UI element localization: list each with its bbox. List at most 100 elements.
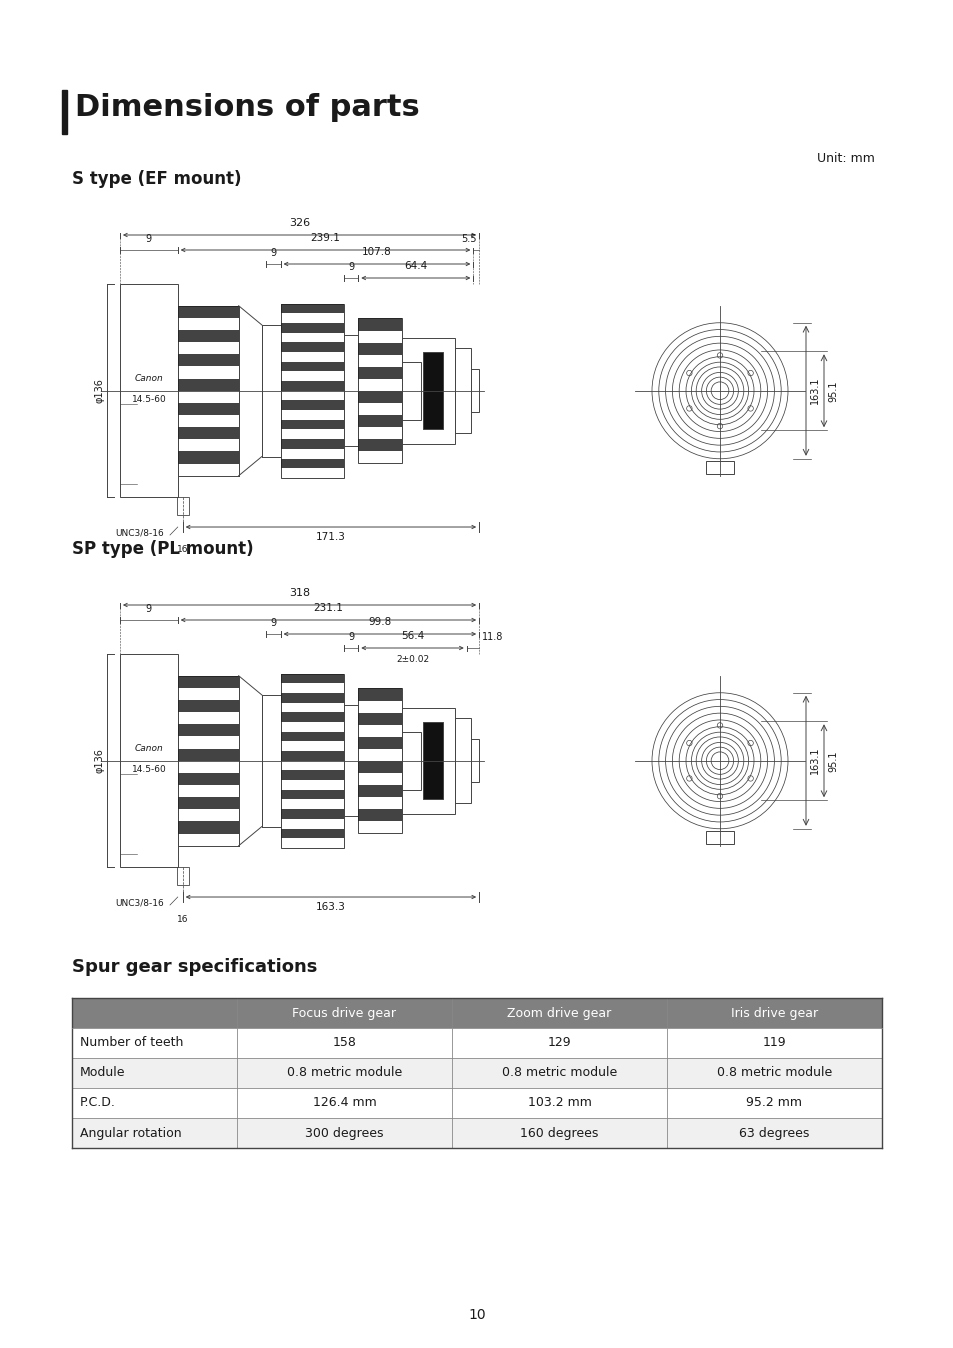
Text: 16: 16 xyxy=(177,545,189,554)
Text: P.C.D.: P.C.D. xyxy=(80,1096,115,1109)
Bar xyxy=(236,1088,452,1117)
Text: 9: 9 xyxy=(146,604,152,613)
Bar xyxy=(358,785,402,797)
Text: SP type (PL mount): SP type (PL mount) xyxy=(71,541,253,558)
Text: 9: 9 xyxy=(270,248,276,257)
Bar xyxy=(705,461,733,474)
Text: 11.8: 11.8 xyxy=(481,632,503,642)
Bar xyxy=(358,809,402,821)
Text: 126.4 mm: 126.4 mm xyxy=(313,1096,376,1109)
Bar xyxy=(177,452,238,464)
Text: 9: 9 xyxy=(348,262,354,272)
Bar xyxy=(236,1117,452,1148)
Bar xyxy=(120,655,177,867)
Bar xyxy=(358,391,402,403)
Text: 129: 129 xyxy=(547,1037,571,1050)
Bar xyxy=(358,713,402,725)
Text: 95.2 mm: 95.2 mm xyxy=(745,1096,801,1109)
Bar xyxy=(62,90,67,133)
Bar xyxy=(236,1058,452,1088)
Bar xyxy=(177,748,238,760)
Bar xyxy=(280,674,343,848)
Bar xyxy=(280,790,343,799)
Bar xyxy=(177,355,238,367)
Text: 326: 326 xyxy=(289,218,310,228)
Bar xyxy=(452,1117,666,1148)
Text: 163.1: 163.1 xyxy=(809,747,820,775)
Bar xyxy=(358,342,402,355)
Bar xyxy=(280,674,343,683)
Text: 14.5-60: 14.5-60 xyxy=(132,395,166,403)
Text: Module: Module xyxy=(80,1066,126,1080)
Bar xyxy=(280,361,343,372)
Bar xyxy=(176,867,189,886)
Bar xyxy=(470,740,478,782)
Text: 158: 158 xyxy=(333,1037,356,1050)
Bar xyxy=(402,361,420,421)
Bar xyxy=(177,306,238,318)
Text: 163.3: 163.3 xyxy=(315,902,346,913)
Bar xyxy=(280,400,343,410)
Text: Canon: Canon xyxy=(134,373,163,383)
Bar xyxy=(666,1029,882,1058)
Text: Canon: Canon xyxy=(134,744,163,752)
Bar xyxy=(452,1029,666,1058)
Text: 9: 9 xyxy=(348,632,354,642)
Text: 63 degrees: 63 degrees xyxy=(739,1127,809,1139)
Text: 0.8 metric module: 0.8 metric module xyxy=(501,1066,617,1080)
Bar xyxy=(452,1058,666,1088)
Bar xyxy=(280,458,343,468)
Bar xyxy=(236,998,452,1029)
Text: 107.8: 107.8 xyxy=(362,247,392,257)
Bar xyxy=(177,330,238,342)
Text: 239.1: 239.1 xyxy=(311,233,340,243)
Bar xyxy=(280,303,343,313)
Text: 0.8 metric module: 0.8 metric module xyxy=(287,1066,402,1080)
Bar xyxy=(470,369,478,412)
Bar xyxy=(343,705,358,816)
Bar xyxy=(71,1088,236,1117)
Bar xyxy=(177,700,238,712)
Bar xyxy=(666,998,882,1029)
Text: Angular rotation: Angular rotation xyxy=(80,1127,181,1139)
Text: Iris drive gear: Iris drive gear xyxy=(730,1007,818,1019)
Bar xyxy=(177,724,238,736)
Bar xyxy=(452,1088,666,1117)
Text: 95.1: 95.1 xyxy=(827,749,837,771)
Bar xyxy=(666,1117,882,1148)
Text: 14.5-60: 14.5-60 xyxy=(132,764,166,774)
Text: 119: 119 xyxy=(761,1037,785,1050)
Bar xyxy=(358,439,402,452)
Text: 318: 318 xyxy=(289,588,310,599)
Bar xyxy=(358,415,402,427)
Bar xyxy=(280,419,343,430)
Bar xyxy=(177,675,238,845)
Text: 2±0.02: 2±0.02 xyxy=(395,655,429,665)
Bar xyxy=(280,381,343,391)
Bar xyxy=(280,303,343,479)
Bar xyxy=(177,675,238,687)
Text: Spur gear specifications: Spur gear specifications xyxy=(71,958,317,976)
Text: 160 degrees: 160 degrees xyxy=(519,1127,598,1139)
Bar xyxy=(177,306,238,476)
Bar xyxy=(280,809,343,818)
Bar xyxy=(455,718,470,803)
Bar xyxy=(423,723,443,799)
Text: Focus drive gear: Focus drive gear xyxy=(293,1007,396,1019)
Bar xyxy=(120,284,177,497)
Bar xyxy=(71,1058,236,1088)
Bar xyxy=(280,732,343,741)
Bar xyxy=(402,732,420,790)
Text: 300 degrees: 300 degrees xyxy=(305,1127,383,1139)
Bar xyxy=(280,439,343,449)
Text: 171.3: 171.3 xyxy=(315,532,346,542)
Text: Unit: mm: Unit: mm xyxy=(817,152,874,164)
Text: UNC3/8-16: UNC3/8-16 xyxy=(115,898,164,907)
Bar xyxy=(358,318,402,330)
Bar xyxy=(358,689,402,701)
Text: Dimensions of parts: Dimensions of parts xyxy=(75,93,419,123)
Text: 16: 16 xyxy=(177,915,189,923)
Text: 9: 9 xyxy=(270,617,276,628)
Bar xyxy=(177,772,238,785)
Text: S type (EF mount): S type (EF mount) xyxy=(71,170,241,187)
